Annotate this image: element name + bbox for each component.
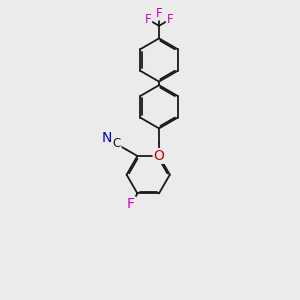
Text: O: O xyxy=(154,149,164,163)
Text: F: F xyxy=(167,13,173,26)
Text: F: F xyxy=(127,197,135,211)
Text: C: C xyxy=(112,137,121,151)
Text: F: F xyxy=(145,13,152,26)
Text: F: F xyxy=(156,7,162,20)
Text: N: N xyxy=(102,131,112,145)
